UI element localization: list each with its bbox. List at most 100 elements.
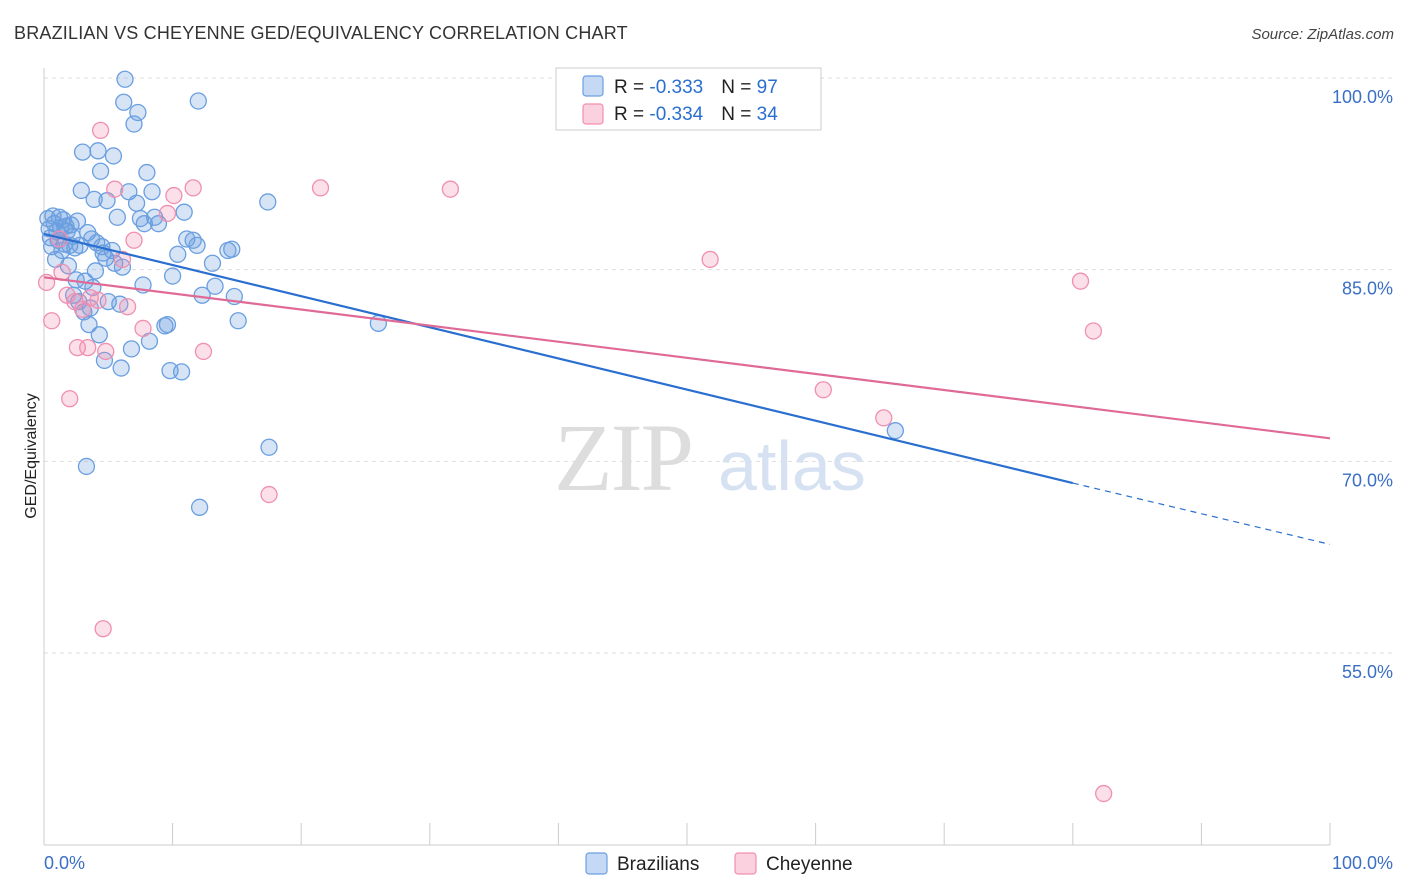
point-brazilians-55 <box>115 93 133 111</box>
point-cheyenne-19 <box>134 319 152 338</box>
series-points-cheyenne <box>37 121 1113 803</box>
point-brazilians-74 <box>169 245 187 263</box>
grid-lines <box>44 77 1394 654</box>
point-brazilians-64 <box>135 215 153 233</box>
point-brazilians-56 <box>116 70 134 88</box>
point-brazilians-32 <box>80 315 98 334</box>
watermark-zip: ZIP <box>554 404 692 511</box>
legend-r-value-brazilians: -0.333 <box>649 77 703 98</box>
series-legend-swatch-cheyenne <box>734 852 757 875</box>
point-brazilians-36 <box>85 190 103 209</box>
series-legend-label-brazilians: Brazilians <box>617 854 699 875</box>
point-cheyenne-11 <box>89 291 107 309</box>
y-tick-label-1: 85.0% <box>1342 279 1393 299</box>
point-brazilians-90 <box>260 438 278 456</box>
point-brazilians-30 <box>77 457 96 476</box>
point-cheyenne-29 <box>875 409 893 427</box>
point-cheyenne-12 <box>91 121 110 140</box>
point-cheyenne-24 <box>260 485 278 504</box>
point-brazilians-23 <box>68 212 87 230</box>
point-cheyenne-18 <box>125 231 143 249</box>
y-tick-label-0: 100.0% <box>1332 87 1393 107</box>
point-brazilians-75 <box>172 363 191 381</box>
legend-swatch-brazilians <box>582 75 604 97</box>
legend-row-cheyenne: R = -0.334 N = 34 <box>614 104 778 125</box>
point-cheyenne-32 <box>1095 784 1113 803</box>
point-brazilians-37 <box>86 262 105 280</box>
point-cheyenne-16 <box>113 250 132 269</box>
legend-n-label-brazilians: N = <box>721 77 756 98</box>
point-brazilians-65 <box>138 163 156 182</box>
point-brazilians-76 <box>175 203 193 221</box>
series-legend-label-cheyenne: Cheyenne <box>766 854 853 875</box>
trend-line-cheyenne <box>43 276 1331 440</box>
point-brazilians-44 <box>95 351 114 370</box>
point-cheyenne-25 <box>311 179 330 197</box>
legend-r-label-cheyenne: R = <box>614 104 649 125</box>
x-tick-label-right: 100.0% <box>1332 853 1393 873</box>
point-brazilians-67 <box>143 183 161 201</box>
point-cheyenne-9 <box>79 338 97 357</box>
point-brazilians-49 <box>104 147 123 165</box>
series-legend-swatch-brazilians <box>585 852 608 875</box>
point-brazilians-86 <box>223 240 241 258</box>
point-brazilians-89 <box>259 193 277 211</box>
point-cheyenne-30 <box>1071 272 1090 290</box>
point-cheyenne-5 <box>61 390 79 408</box>
point-cheyenne-20 <box>158 204 177 223</box>
point-brazilians-27 <box>73 143 92 161</box>
point-brazilians-83 <box>203 254 222 272</box>
point-brazilians-61 <box>129 103 147 122</box>
y-tick-label-2: 70.0% <box>1342 470 1393 490</box>
x-tick-label-left: 0.0% <box>44 853 85 873</box>
legend-n-label-cheyenne: N = <box>721 104 756 125</box>
point-cheyenne-13 <box>94 620 112 638</box>
legend-r-label-brazilians: R = <box>614 77 649 98</box>
legend-row-brazilians: R = -0.333 N = 97 <box>614 77 778 98</box>
stats-legend: R = -0.333 N = 97 R = -0.334 N = 34 <box>555 67 822 131</box>
point-brazilians-39 <box>89 142 107 160</box>
axes <box>43 68 1331 846</box>
legend-r-value-cheyenne: -0.334 <box>649 104 703 125</box>
point-brazilians-80 <box>189 92 207 110</box>
point-brazilians-79 <box>188 236 206 255</box>
point-brazilians-88 <box>229 312 247 330</box>
point-cheyenne-31 <box>1084 322 1103 340</box>
point-brazilians-40 <box>90 326 108 344</box>
point-cheyenne-26 <box>441 180 460 198</box>
legend-n-value-brazilians: 97 <box>757 77 778 98</box>
point-cheyenne-14 <box>97 342 115 361</box>
watermark: ZIP atlas <box>554 404 866 511</box>
point-cheyenne-27 <box>701 250 719 269</box>
point-cheyenne-23 <box>194 342 213 361</box>
point-brazilians-51 <box>108 208 126 226</box>
point-cheyenne-1 <box>43 312 61 330</box>
point-cheyenne-28 <box>814 381 832 399</box>
point-brazilians-41 <box>91 162 110 180</box>
scatter-points <box>37 70 1113 803</box>
point-brazilians-60 <box>127 194 146 212</box>
point-brazilians-26 <box>72 181 90 200</box>
y-axis-title: GED/Equivalency <box>23 393 40 518</box>
point-brazilians-16 <box>59 257 78 275</box>
point-cheyenne-21 <box>165 186 183 205</box>
chart-title: BRAZILIAN VS CHEYENNE GED/EQUIVALENCY CO… <box>14 23 628 43</box>
trend-line-extension-brazilians <box>1072 482 1331 545</box>
point-brazilians-58 <box>122 340 141 358</box>
legend-swatch-cheyenne <box>582 103 604 125</box>
trend-lines <box>43 232 1331 545</box>
point-cheyenne-17 <box>118 298 137 316</box>
y-tick-label-3: 55.0% <box>1342 662 1393 682</box>
point-brazilians-77 <box>178 230 196 248</box>
point-cheyenne-22 <box>184 179 202 197</box>
point-brazilians-84 <box>206 277 224 295</box>
point-brazilians-73 <box>163 267 182 285</box>
point-brazilians-81 <box>190 498 209 516</box>
point-cheyenne-15 <box>106 180 124 198</box>
watermark-atlas: atlas <box>718 427 866 505</box>
series-legend: Brazilians Cheyenne <box>585 852 853 875</box>
chart-source: Source: ZipAtlas.com <box>1251 26 1394 43</box>
y-tick-labels: 100.0% 85.0% 70.0% 55.0% <box>1332 87 1393 682</box>
point-brazilians-71 <box>158 315 177 334</box>
